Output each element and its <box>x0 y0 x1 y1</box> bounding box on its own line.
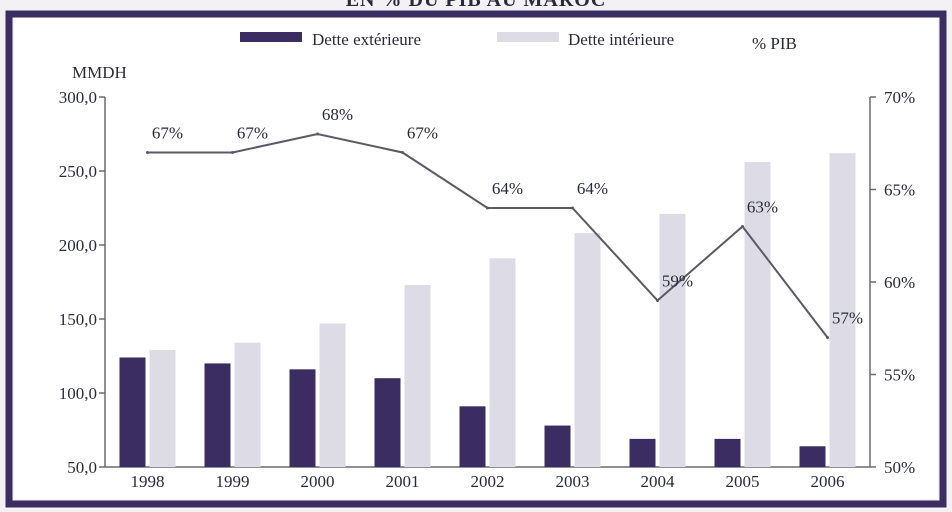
pib-point-2004 <box>656 299 659 302</box>
x-tick-label-2003: 2003 <box>556 472 590 491</box>
left-tick-label: 100,0 <box>59 384 97 403</box>
right-tick-label: 55% <box>884 366 915 385</box>
pib-data-label-2004: 59% <box>662 272 693 291</box>
pib-point-1999 <box>231 151 234 154</box>
pib-data-label-2005: 63% <box>747 198 778 217</box>
x-axis-labels: 1998 1999 2000 2001 2002 2003 2004 2005 2006 <box>131 472 845 491</box>
legend-label-dette-exterieure: Dette extérieure <box>312 30 421 49</box>
pib-data-label-2000: 68% <box>322 105 353 124</box>
bar-dette-exterieure-1998 <box>119 357 146 467</box>
y-axis-title: MMDH <box>72 63 127 82</box>
legend-label-pib: % PIB <box>752 34 797 53</box>
x-tick-label-2004: 2004 <box>641 472 676 491</box>
bar-dette-interieure-2003 <box>574 233 601 467</box>
legend-label-dette-interieure: Dette intérieure <box>568 30 674 49</box>
right-tick-label: 65% <box>884 181 915 200</box>
pib-point-1998 <box>146 151 149 154</box>
bar-dette-interieure-1998 <box>149 350 176 467</box>
pib-point-2001 <box>401 151 404 154</box>
right-tick-label: 60% <box>884 273 915 292</box>
bar-dette-interieure-2004 <box>659 213 686 467</box>
bar-dette-exterieure-2005 <box>714 438 741 467</box>
bar-dette-exterieure-2002 <box>459 406 486 467</box>
bar-dette-exterieure-2000 <box>289 369 316 467</box>
bar-dette-interieure-2005 <box>744 162 771 467</box>
left-tick-label: 300,0 <box>59 88 97 107</box>
pib-point-2000 <box>316 132 319 136</box>
right-tick-label: 70% <box>884 88 915 107</box>
bar-dette-exterieure-2004 <box>629 438 656 467</box>
pib-point-2002 <box>486 206 489 210</box>
legend-swatch-dette-interieure <box>497 32 559 42</box>
legend: Dette extérieure Dette intérieure % PIB <box>240 30 797 53</box>
pib-data-label-1999: 67% <box>237 124 268 143</box>
pib-line: 67% 67% 68% 67% 64% 64% 59% 63% 57% <box>146 105 863 339</box>
left-tick-label: 150,0 <box>59 310 97 329</box>
pib-data-label-2001: 67% <box>407 124 438 143</box>
left-axis-ticks: 300,0 250,0 200,0 150,0 100,0 50,0 <box>59 88 105 477</box>
bar-dette-exterieure-2003 <box>544 425 571 467</box>
right-tick-label: 50% <box>884 458 915 477</box>
x-tick-label-2000: 2000 <box>301 472 335 491</box>
legend-swatch-dette-exterieure <box>240 32 302 42</box>
x-tick-label-2002: 2002 <box>471 472 505 491</box>
bar-dette-interieure-2001 <box>404 284 431 467</box>
x-tick-label-1999: 1999 <box>216 472 250 491</box>
x-tick-label-2001: 2001 <box>386 472 420 491</box>
bar-dette-exterieure-2001 <box>374 378 401 467</box>
pib-data-label-2006: 57% <box>832 309 863 328</box>
pib-point-2006 <box>826 336 829 339</box>
chart-title-fragment: EN % DU PIB AU MAROC <box>346 0 607 11</box>
x-tick-label-2005: 2005 <box>726 472 760 491</box>
pib-point-2005 <box>741 225 744 228</box>
bar-dette-exterieure-2006 <box>799 446 826 467</box>
bar-dette-interieure-2000 <box>319 323 346 467</box>
x-tick-label-2006: 2006 <box>811 472 845 491</box>
x-tick-label-1998: 1998 <box>131 472 165 491</box>
left-tick-label: 50,0 <box>67 458 97 477</box>
bar-dette-interieure-2006 <box>829 153 856 468</box>
pib-data-label-2002: 64% <box>492 179 523 198</box>
pib-data-label-1998: 67% <box>152 124 183 143</box>
bar-dette-exterieure-1999 <box>204 363 231 467</box>
pib-data-label-2003: 64% <box>577 179 608 198</box>
right-axis-ticks: 70% 65% 60% 55% 50% <box>870 88 915 477</box>
bar-dette-interieure-1999 <box>234 342 261 467</box>
bars <box>119 153 856 468</box>
chart-frame <box>5 10 947 508</box>
bar-dette-interieure-2002 <box>489 258 516 467</box>
pib-point-2003 <box>571 206 574 210</box>
left-tick-label: 200,0 <box>59 236 97 255</box>
left-tick-label: 250,0 <box>59 162 97 181</box>
